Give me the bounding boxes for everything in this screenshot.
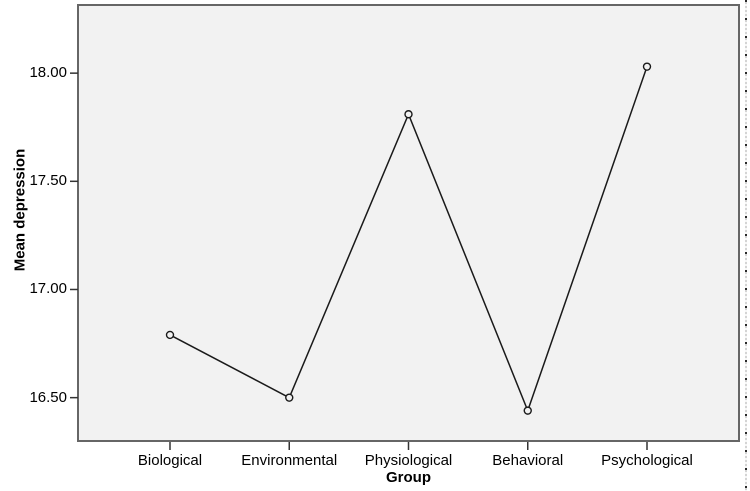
x-tick-label: Environmental (241, 452, 338, 469)
x-tick-label: Psychological (601, 452, 693, 469)
x-axis-title: Group (386, 469, 431, 486)
x-tick-label: Biological (137, 452, 203, 469)
x-tick-label: Physiological (364, 452, 453, 469)
plot-area (77, 4, 740, 442)
y-axis-title: Mean depression (11, 148, 29, 272)
y-tick-label: 16.50 (29, 388, 67, 406)
y-tick-label: 18.00 (29, 64, 67, 82)
y-tick-label: 17.00 (29, 280, 67, 298)
x-tick-label: Behavioral (492, 452, 564, 469)
page-edge-dotted-line (745, 0, 747, 491)
y-tick-label: 17.50 (29, 172, 67, 190)
